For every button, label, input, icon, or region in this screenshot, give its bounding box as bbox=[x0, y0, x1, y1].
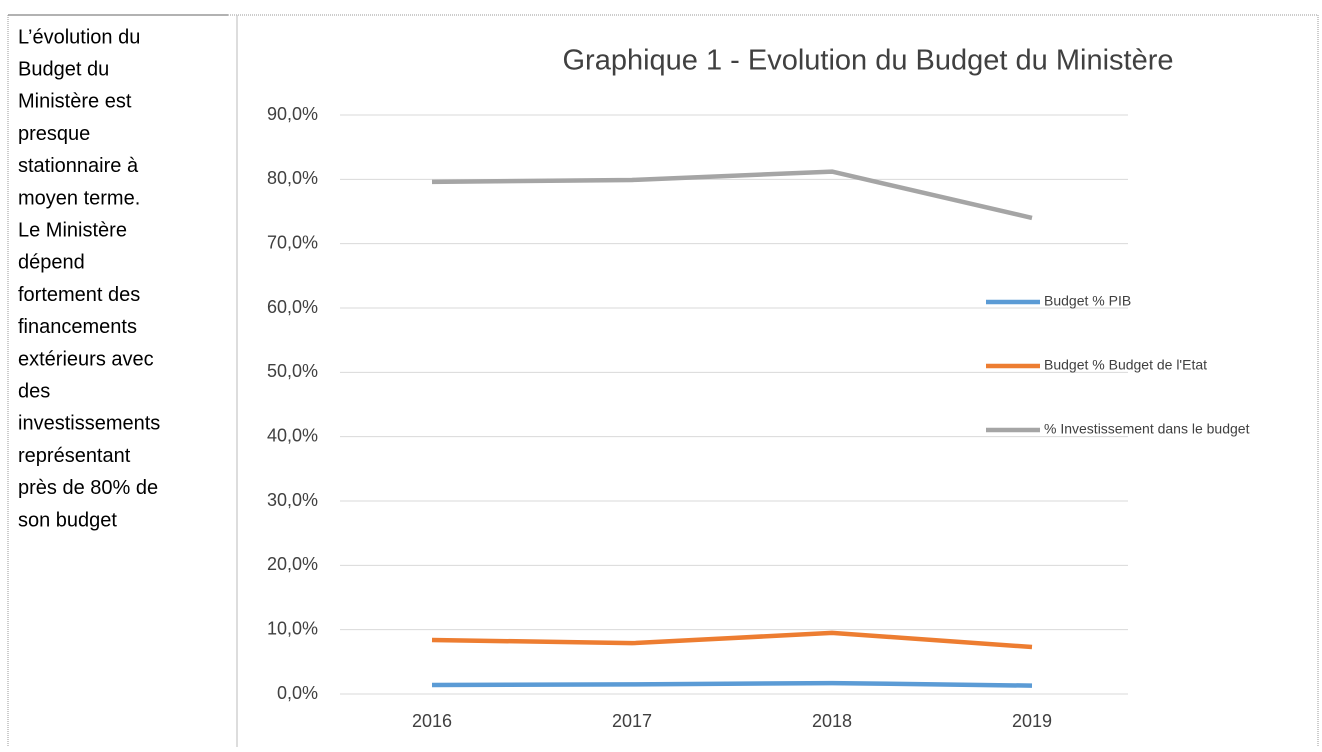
y-tick-label: 20,0% bbox=[267, 554, 318, 574]
paragraph-line: dépend bbox=[18, 252, 85, 274]
x-tick-label: 2018 bbox=[812, 711, 852, 731]
chart-title: Graphique 1 - Evolution du Budget du Min… bbox=[563, 45, 1174, 77]
paragraph-line: Budget du bbox=[18, 58, 109, 80]
y-tick-label: 60,0% bbox=[267, 297, 318, 317]
paragraph-line: moyen terme. bbox=[18, 187, 140, 209]
paragraph-line: L’évolution du bbox=[18, 26, 140, 48]
x-tick-label: 2017 bbox=[612, 711, 652, 731]
y-tick-label: 40,0% bbox=[267, 425, 318, 445]
paragraph-line: presque bbox=[18, 123, 90, 145]
paragraph-line: fortement des bbox=[18, 284, 140, 306]
paragraph-line: représentant bbox=[18, 445, 131, 467]
paragraph-line: des bbox=[18, 380, 50, 402]
y-tick-label: 50,0% bbox=[267, 361, 318, 381]
paragraph-line: son budget bbox=[18, 509, 117, 531]
series-line bbox=[431, 680, 1033, 688]
y-tick-label: 30,0% bbox=[267, 490, 318, 510]
y-tick-label: 0,0% bbox=[277, 683, 318, 703]
legend-label: Budget % PIB bbox=[1044, 293, 1131, 309]
y-tick-label: 80,0% bbox=[267, 168, 318, 188]
paragraph-line: Ministère est bbox=[18, 91, 132, 113]
y-tick-label: 10,0% bbox=[267, 618, 318, 638]
legend-label: % Investissement dans le budget bbox=[1044, 421, 1250, 437]
y-tick-label: 90,0% bbox=[267, 104, 318, 124]
paragraph-line: extérieurs avec bbox=[18, 348, 154, 370]
x-tick-label: 2019 bbox=[1012, 711, 1052, 731]
y-tick-label: 70,0% bbox=[267, 232, 318, 252]
paragraph-line: investissements bbox=[18, 413, 160, 435]
series-line bbox=[431, 630, 1033, 650]
paragraph-line: financements bbox=[18, 316, 137, 338]
legend-label: Budget % Budget de l'Etat bbox=[1044, 357, 1207, 373]
paragraph-line: stationnaire à bbox=[18, 155, 139, 177]
paragraph-line: Le Ministère bbox=[18, 219, 127, 241]
x-tick-label: 2016 bbox=[412, 711, 452, 731]
paragraph-line: près de 80% de bbox=[18, 477, 158, 499]
series-line bbox=[431, 169, 1033, 221]
